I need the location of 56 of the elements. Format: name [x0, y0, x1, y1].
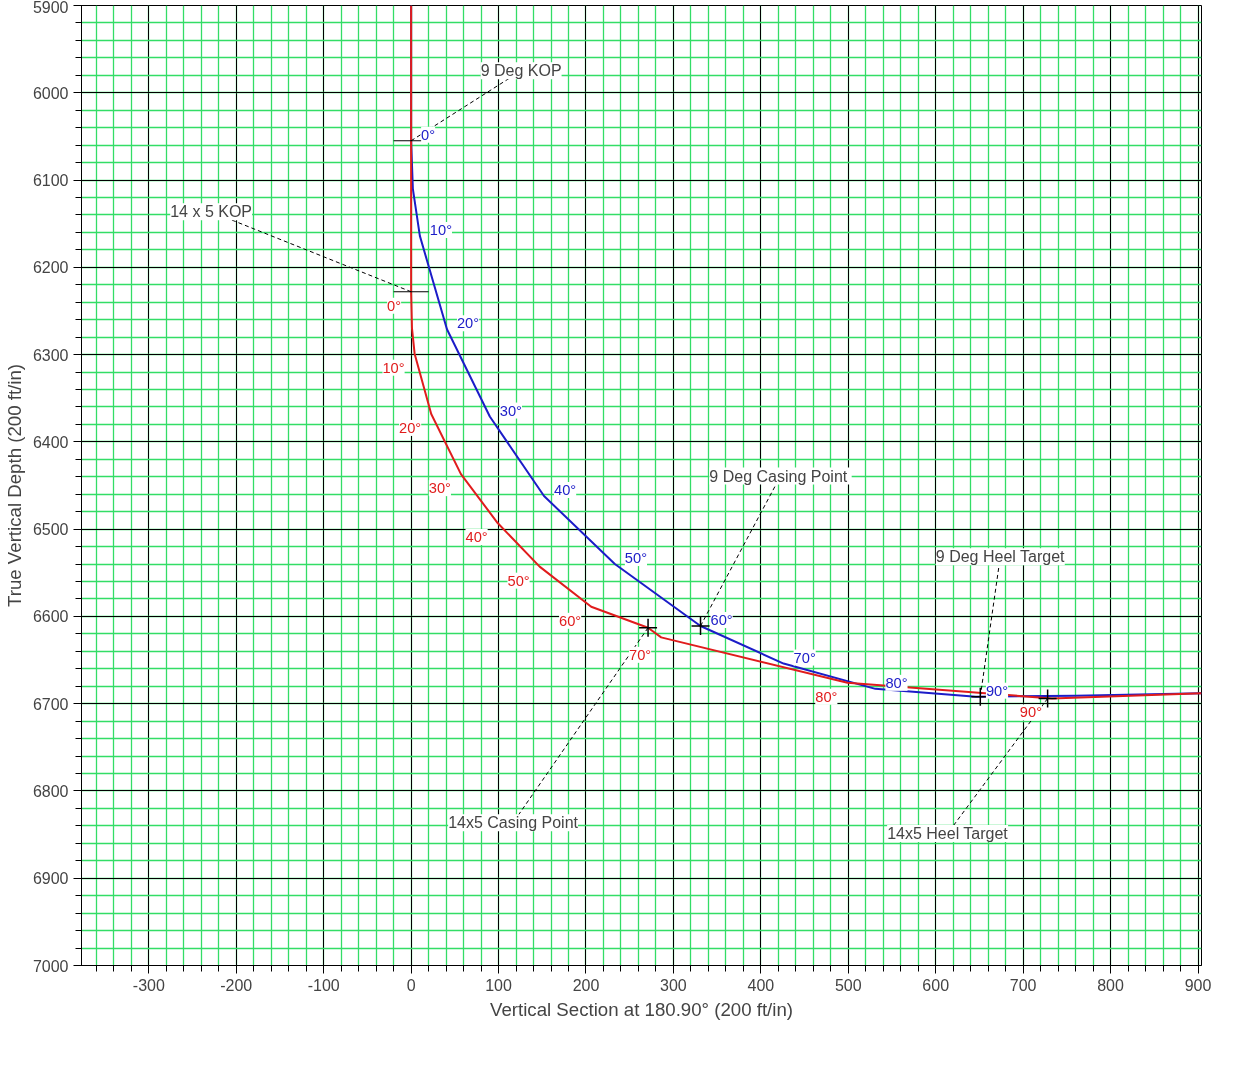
- y-tick-label: 7000: [32, 957, 69, 975]
- annotation: 90°: [1019, 704, 1042, 721]
- x-tick-label: -300: [132, 976, 165, 994]
- point: [690, 616, 711, 636]
- annotation: 14x5 Casing Point: [448, 814, 579, 832]
- annotation: 30°: [499, 402, 522, 419]
- annotation: 70°: [793, 649, 816, 666]
- annotation: 60°: [559, 612, 582, 629]
- x-tick-label: 900: [1184, 976, 1212, 994]
- y-tick-label: 6000: [32, 84, 69, 102]
- x-tick-label: 0: [406, 976, 416, 994]
- annotation: 50°: [507, 572, 530, 589]
- x-tick-label: -100: [307, 976, 340, 994]
- annotation: 20°: [456, 315, 480, 332]
- point: [638, 618, 658, 638]
- annotation: 40°: [465, 529, 488, 546]
- x-tick-label: 100: [485, 976, 512, 994]
- annotation: 10°: [382, 359, 405, 376]
- x-tick-label: 600: [922, 976, 950, 994]
- point: [1037, 688, 1058, 709]
- y-tick-label: 6600: [32, 608, 69, 626]
- y-tick-label: 6900: [32, 870, 69, 888]
- y-axis-title: True Vertical Depth (200 ft/in): [3, 363, 25, 607]
- annotation: 80°: [885, 674, 908, 691]
- annotation: 14x5 Heel Target: [887, 824, 1009, 842]
- x-tick-label: 800: [1097, 976, 1125, 994]
- annotation: 14 x 5 KOP: [170, 203, 253, 221]
- annotation: 80°: [815, 688, 838, 705]
- y-tick-label: 6400: [32, 433, 69, 451]
- x-tick-label: 700: [1009, 976, 1037, 994]
- annotation: 9 Deg Casing Point: [709, 467, 848, 485]
- annotation: 60°: [710, 612, 733, 629]
- y-tick-label: 6800: [32, 782, 69, 800]
- annotation: 9 Deg Heel Target: [935, 548, 1066, 566]
- y-tick-label: 6100: [32, 172, 69, 190]
- y-tick-label: 6200: [32, 259, 69, 277]
- annotation: 90°: [985, 682, 1009, 699]
- annotation: 40°: [554, 481, 577, 498]
- annotation: 70°: [629, 646, 652, 663]
- annotation: 50°: [624, 550, 648, 567]
- y-tick-label: 6700: [32, 695, 69, 713]
- x-tick-label: 200: [572, 976, 600, 994]
- x-tick-label: -200: [220, 976, 253, 994]
- x-tick-label: 300: [660, 976, 687, 994]
- x-tick-label: 500: [834, 976, 862, 994]
- annotation: 30°: [428, 480, 451, 497]
- x-tick-label: 400: [747, 976, 775, 994]
- y-tick-label: 6500: [32, 521, 69, 539]
- y-tick-label: 6300: [32, 346, 69, 364]
- annotation: 0°: [387, 297, 402, 314]
- x-axis-title: Vertical Section at 180.90° (200 ft/in): [489, 998, 794, 1020]
- annotation: 9 Deg KOP: [480, 62, 562, 80]
- y-tick-label: 5900: [32, 0, 69, 16]
- annotation: 10°: [429, 221, 453, 238]
- annotation: 20°: [399, 419, 422, 436]
- annotation: 0°: [421, 126, 436, 143]
